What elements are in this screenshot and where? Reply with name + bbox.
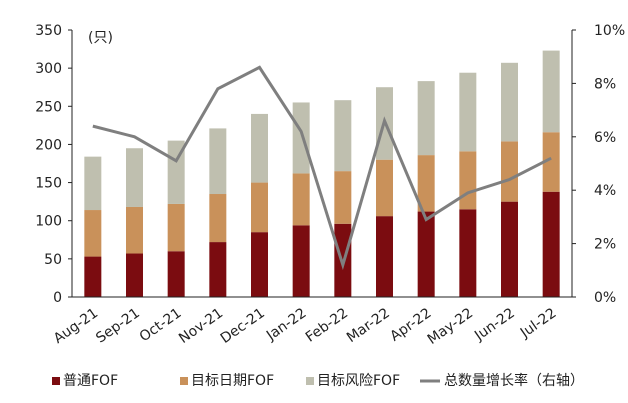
x-tick-label: Dec-21 xyxy=(218,305,268,347)
bar-segment-1-May-22 xyxy=(459,209,477,297)
x-tick-label: Jul-22 xyxy=(517,305,560,341)
left-axis-unit-label: (只) xyxy=(88,30,113,46)
bar-segment-3-Feb-22 xyxy=(334,100,352,172)
bar-segment-1-Oct-21 xyxy=(167,251,185,297)
bar-segment-2-Mar-22 xyxy=(376,159,393,217)
bar-segment-2-Nov-21 xyxy=(209,194,227,243)
bar-segment-1-Jun-22 xyxy=(501,201,518,297)
legend-label: 目标风险FOF xyxy=(317,373,400,389)
left-tick-label: 50 xyxy=(44,252,62,268)
plot-area xyxy=(84,50,560,297)
right-tick-label: 8% xyxy=(594,76,616,92)
bar-segment-1-Apr-22 xyxy=(417,211,435,297)
right-tick-label: 4% xyxy=(594,183,616,199)
right-axis: 0% 2% 4% 6% 8% 10% xyxy=(571,23,625,306)
x-tick-label: Nov-21 xyxy=(176,305,226,347)
right-tick-label: 0% xyxy=(594,290,616,306)
x-tick-label: Mar-22 xyxy=(344,305,393,346)
bar-segment-1-Sep-21 xyxy=(126,253,143,297)
bar-segment-2-Feb-22 xyxy=(334,171,352,224)
bar-segment-2-Aug-21 xyxy=(84,210,102,257)
bar-segment-3-Dec-21 xyxy=(251,113,268,183)
bar-segment-2-Apr-22 xyxy=(417,155,435,212)
bar-segment-2-Sep-21 xyxy=(126,206,143,254)
bar-segment-2-Jun-22 xyxy=(501,141,518,202)
bar-segment-2-Dec-21 xyxy=(251,182,268,233)
x-tick-label: Jan-22 xyxy=(263,305,309,344)
bar-segment-3-Aug-21 xyxy=(84,156,102,211)
bar-segment-3-Apr-22 xyxy=(417,81,435,156)
x-tick-label: Jun-22 xyxy=(471,305,518,344)
bar-segment-1-Jul-22 xyxy=(542,191,560,297)
bar-segment-2-Jan-22 xyxy=(292,173,310,226)
legend: 普通FOF 目标日期FOF 目标风险FOF 总数量增长率（右轴） xyxy=(52,372,584,389)
x-tick-label: May-22 xyxy=(425,305,476,348)
bar-segment-3-Jan-22 xyxy=(292,102,310,174)
left-axis: 0 50 100 150 200 250 300 350 xyxy=(35,23,73,306)
bar-segment-1-Mar-22 xyxy=(376,216,393,297)
x-tick-label: Sep-21 xyxy=(93,305,143,346)
legend-label: 目标日期FOF xyxy=(191,373,274,389)
bar-segment-1-Aug-21 xyxy=(84,256,102,297)
x-tick-label: Aug-21 xyxy=(51,305,101,347)
bar-segment-2-Oct-21 xyxy=(167,203,185,252)
right-tick-label: 10% xyxy=(594,23,625,39)
legend-swatch xyxy=(306,377,314,385)
x-tick-label: Feb-22 xyxy=(303,305,351,345)
left-tick-label: 0 xyxy=(53,290,62,306)
bar-segment-3-Nov-21 xyxy=(209,128,227,195)
x-axis: Aug-21Sep-21Oct-21Nov-21Dec-21Jan-22Feb-… xyxy=(51,296,572,348)
left-tick-label: 100 xyxy=(35,214,62,230)
left-tick-label: 150 xyxy=(35,176,62,192)
bar-segment-1-Jan-22 xyxy=(292,225,310,297)
legend-swatch xyxy=(180,377,188,385)
left-tick-label: 300 xyxy=(35,61,62,77)
bar-segment-2-Jul-22 xyxy=(542,132,560,192)
left-tick-label: 250 xyxy=(35,99,62,115)
legend-label: 总数量增长率（右轴） xyxy=(444,372,584,389)
bar-segment-1-Nov-21 xyxy=(209,242,227,297)
x-tick-label: Oct-21 xyxy=(137,305,185,345)
bar-segment-3-Jun-22 xyxy=(501,62,518,142)
bar-segment-3-May-22 xyxy=(459,72,477,152)
bar-segment-3-Jul-22 xyxy=(542,50,560,133)
bar-segment-3-Sep-21 xyxy=(126,148,143,207)
right-tick-label: 6% xyxy=(594,130,616,146)
bar-segment-2-May-22 xyxy=(459,151,477,210)
growth-rate-line xyxy=(92,65,552,271)
legend-swatch xyxy=(52,377,60,385)
bar-segment-1-Dec-21 xyxy=(251,232,268,297)
legend-label: 普通FOF xyxy=(63,373,118,389)
right-tick-label: 2% xyxy=(594,237,616,253)
left-tick-label: 350 xyxy=(35,23,62,39)
left-tick-label: 200 xyxy=(35,137,62,153)
